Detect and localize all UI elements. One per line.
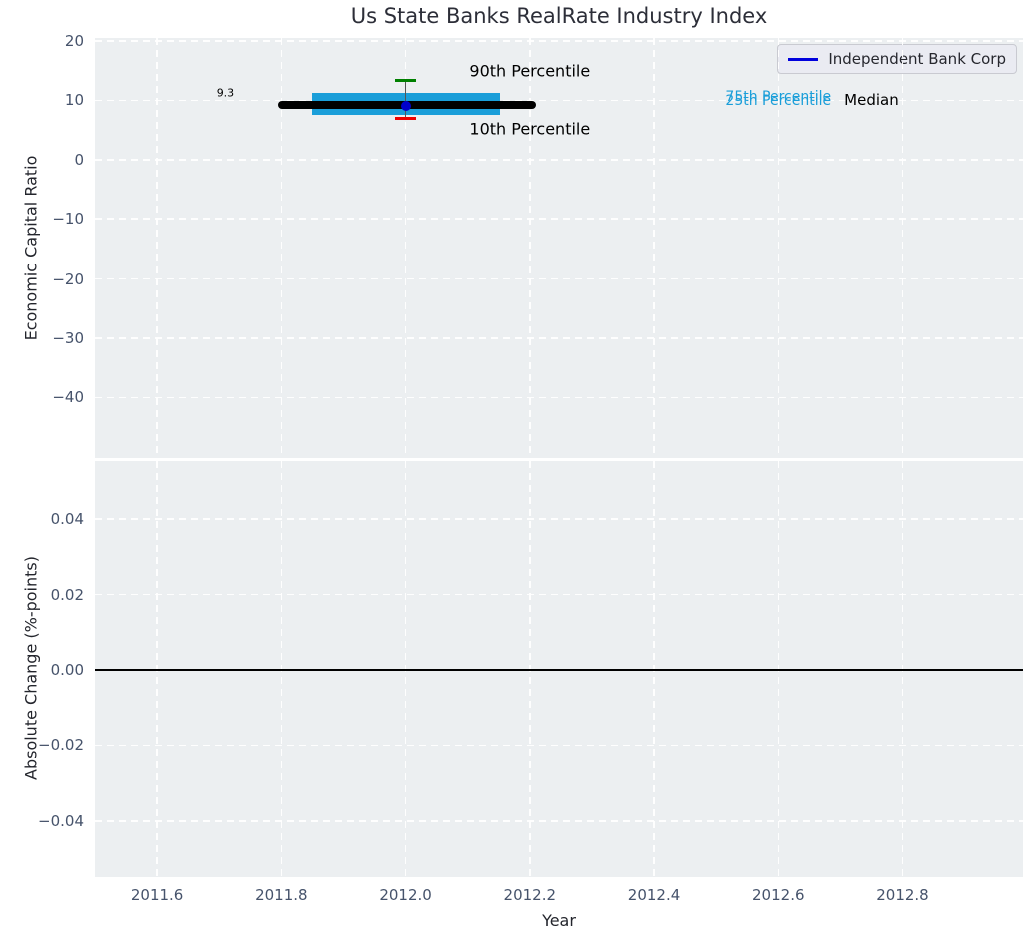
- whisker-cap-90: [395, 78, 417, 82]
- y-tick-label: −20: [52, 269, 84, 288]
- x-tick-label: 2011.8: [255, 886, 308, 904]
- gridline: [653, 38, 655, 458]
- x-tick-label: 2012.8: [876, 886, 929, 904]
- x-tick-label: 2012.2: [503, 886, 557, 904]
- y-tick-label: 0.04: [50, 510, 84, 529]
- y-tick-label: 0: [74, 150, 84, 169]
- legend-label: Independent Bank Corp: [828, 50, 1006, 68]
- y-tick-label: 10: [64, 91, 84, 110]
- x-tick-label: 2012.4: [627, 886, 681, 904]
- x-tick-label: 2012.6: [752, 886, 805, 904]
- y-tick-label: 0.02: [50, 585, 84, 604]
- chart-title: Us State Banks RealRate Industry Index: [350, 4, 768, 28]
- x-tick-label: 2012.0: [379, 886, 432, 904]
- gridline: [95, 337, 1023, 339]
- y-tick-label: −40: [52, 388, 84, 407]
- x-axis-label: Year: [542, 911, 576, 930]
- y-tick-label: −10: [52, 210, 84, 229]
- gridline: [95, 744, 1023, 747]
- gridline: [95, 820, 1023, 822]
- whisker-line: [405, 80, 407, 119]
- y-tick-label: −30: [52, 329, 84, 347]
- zero-line: [95, 668, 1023, 671]
- x-tick-label: 2011.6: [130, 886, 184, 904]
- annotation-median: Median: [844, 91, 899, 110]
- bottom-plot-panel: [95, 461, 1023, 877]
- annotation-75th-percentile: 75th Percentile: [725, 89, 832, 106]
- legend-line-sample: [788, 57, 819, 61]
- y-tick-label: −0.02: [38, 736, 84, 755]
- annotation-90th-percentile: 90th Percentile: [469, 61, 591, 81]
- whisker-cap-10: [395, 117, 417, 121]
- gridline: [95, 40, 1023, 42]
- gridline: [95, 159, 1023, 161]
- y-tick-label: 20: [64, 31, 84, 50]
- gridline: [95, 593, 1023, 596]
- gridline: [95, 518, 1023, 520]
- gridline: [95, 218, 1023, 220]
- top-plot-panel: Independent Bank Corp 9.3 90th Percentile…: [95, 38, 1023, 458]
- company-point: [400, 101, 411, 112]
- annotation-9-3: 9.3: [216, 86, 235, 100]
- gridline: [156, 38, 158, 458]
- y-tick-label: 0.00: [50, 660, 84, 679]
- gridline: [95, 277, 1023, 280]
- annotation-25th-percentile: 25th Percentile: [725, 92, 832, 109]
- gridline: [901, 38, 904, 458]
- legend: Independent Bank Corp: [777, 44, 1017, 74]
- top-y-axis-label: Economic Capital Ratio: [21, 155, 41, 341]
- gridline: [95, 396, 1023, 399]
- y-tick-label: −0.04: [38, 811, 84, 830]
- annotation-10th-percentile: 10th Percentile: [469, 119, 591, 139]
